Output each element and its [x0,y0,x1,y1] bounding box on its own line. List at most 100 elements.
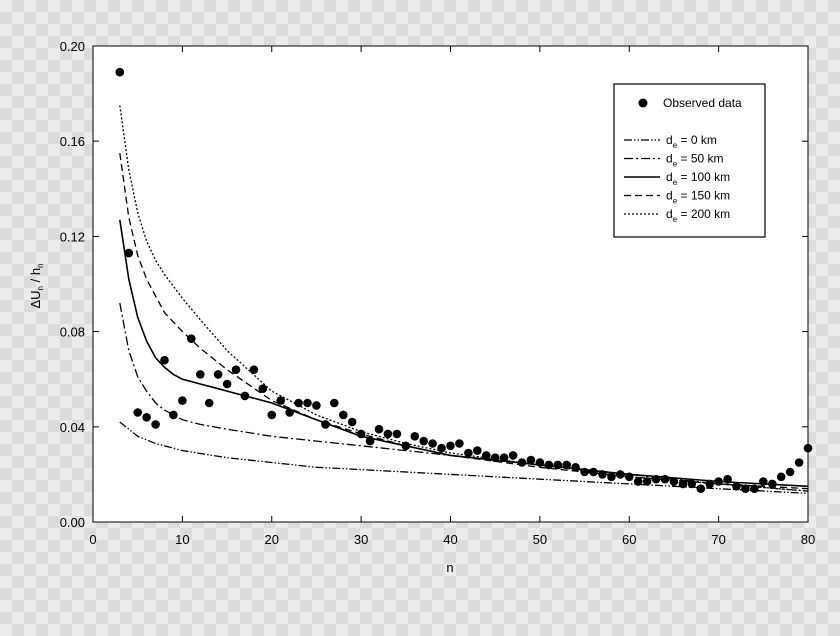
observed-point [571,463,580,472]
observed-point [508,451,518,460]
observed-point [535,458,545,467]
legend-box [613,83,766,238]
series-line [119,219,809,488]
observed-point [356,429,366,439]
x-tick-label: 10 [175,532,189,547]
observed-point [383,429,393,439]
observed-point [276,396,286,405]
observed-point [169,410,178,420]
y-tick-label: 0.04 [60,420,85,435]
observed-point [768,479,777,489]
observed-point [473,446,482,455]
legend-series-label: de = 0 km [666,133,717,150]
observed-point [267,410,277,420]
observed-point [347,417,357,427]
observed-point [187,334,196,344]
observed-point [231,365,241,375]
observed-point [490,453,500,463]
legend-observed-label: Observed data [663,96,742,110]
series-line [119,105,809,492]
observed-point [723,474,732,484]
x-tick-label: 0 [89,532,96,547]
observed-points [115,67,813,494]
x-tick-label: 60 [622,532,636,547]
observed-point [374,424,384,434]
y-axis-title-mid: / h [28,268,43,286]
observed-point [598,470,607,479]
observed-point [776,472,786,482]
observed-point [544,460,554,470]
y-axis-title-main: ΔU [28,290,43,308]
y-axis-title-sub1: n [36,286,45,290]
observed-point [213,370,223,379]
observed-point [222,379,232,389]
observed-point [482,451,491,460]
y-axis-title: ΔUn / hn [28,263,45,308]
series-line [119,421,809,495]
observed-point [526,455,536,465]
observed-point [714,477,723,486]
observed-point [196,370,205,379]
observed-point [204,398,214,408]
observed-point [178,396,187,405]
observed-point [705,479,714,489]
x-tick-labels: 0 10 20 30 40 50 60 70 80 [89,532,815,547]
observed-point [419,436,429,446]
observed-point [562,460,571,470]
observed-point [607,472,616,482]
observed-point [115,67,125,77]
observed-point [428,439,437,448]
legend-series-label: de = 200 km [666,207,730,224]
observed-point [741,484,750,494]
observed-point [249,365,259,375]
legend-series-label: de = 150 km [666,189,730,206]
observed-point [696,484,706,494]
observed-point [365,436,375,446]
observed-point [142,413,151,422]
observed-point [633,477,643,486]
y-axis-title-sub2: n [36,263,45,267]
observed-point [651,474,661,484]
observed-point [330,398,339,408]
observed-point [303,398,312,408]
legend-series-label: de = 50 km [666,152,724,169]
y-tick-label: 0.16 [60,134,85,149]
observed-point [732,482,741,491]
observed-point [687,479,697,489]
observed-point [133,408,142,417]
x-tick-label: 50 [533,532,547,547]
observed-point [678,479,688,489]
observed-point [660,474,670,484]
observed-point [517,458,527,467]
observed-point [642,477,652,486]
x-tick-label: 40 [443,532,457,547]
observed-point [750,484,759,494]
observed-point [499,453,509,463]
observed-point [589,467,598,477]
observed-point [312,401,321,410]
legend-observed-marker [638,98,648,108]
observed-point [464,448,473,458]
observed-point [455,439,464,448]
observed-point [285,408,294,417]
y-tick-label: 0.00 [60,515,85,530]
observed-point [240,391,250,401]
observed-point [580,467,589,477]
observed-point [401,441,411,451]
observed-point [794,458,804,467]
observed-point [553,460,563,470]
observed-point [625,472,634,482]
observed-point [321,420,330,429]
observed-point [339,410,348,420]
observed-point [803,443,813,453]
legend-series-label: de = 100 km [666,170,730,187]
observed-point [785,467,795,477]
observed-point [446,441,455,451]
x-tick-label: 70 [711,532,725,547]
x-axis-title: n [446,560,453,575]
observed-point [410,432,420,441]
observed-point [294,398,303,408]
